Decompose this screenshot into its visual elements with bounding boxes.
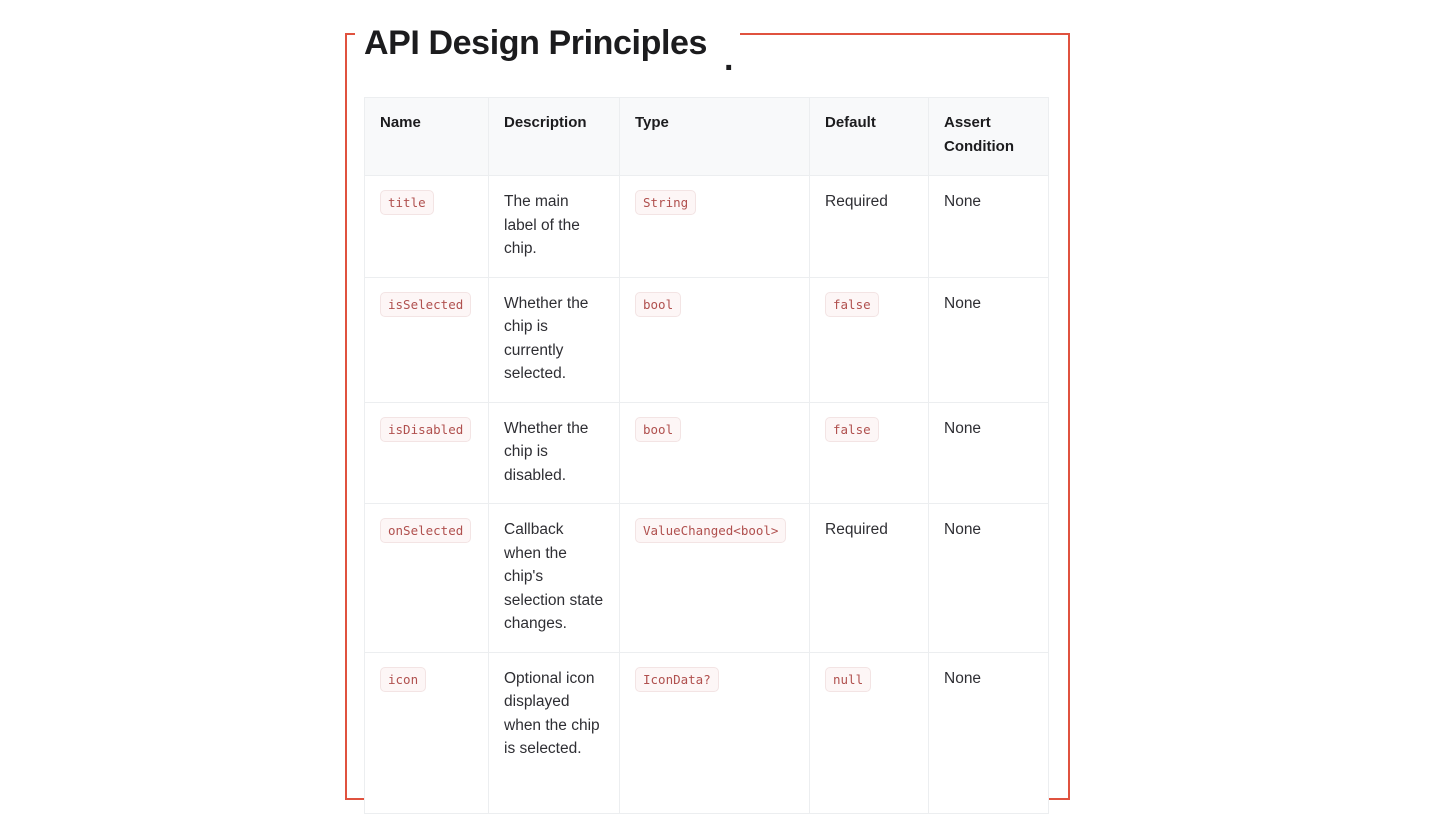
table-row: isDisabled Whether the chip is disabled. b… bbox=[364, 401, 1049, 504]
cell-default: false bbox=[809, 401, 929, 504]
cell-type-code-chip: bool bbox=[635, 291, 682, 317]
cell-description-text: Whether the chip is disabled. bbox=[504, 419, 589, 484]
cell-description-text: Optional icon displayed when the chip is… bbox=[504, 669, 600, 758]
cell-name: isDisabled bbox=[364, 401, 489, 504]
cell-type: IconData? bbox=[619, 651, 810, 814]
cell-assert-condition-text: None bbox=[944, 294, 982, 312]
cell-name: isSelected bbox=[364, 276, 489, 403]
cell-default: Required bbox=[809, 503, 929, 653]
cell-assert-condition-text: None bbox=[944, 193, 982, 210]
cell-default-code-chip: false bbox=[825, 291, 879, 317]
table-header-row: Name Description Type Default Assert Con… bbox=[364, 97, 1049, 176]
column-header-name[interactable]: Name bbox=[364, 97, 489, 176]
cell-type: ValueChanged<bool> bbox=[619, 503, 810, 653]
cell-description: Whether the chip is disabled. bbox=[488, 401, 620, 504]
cell-assert-condition: None bbox=[928, 175, 1049, 278]
cell-default-text: Required bbox=[825, 193, 888, 210]
column-header-assert-condition[interactable]: Assert Condition bbox=[928, 97, 1049, 176]
cell-default: Required bbox=[809, 175, 929, 278]
cell-assert-condition: None bbox=[928, 651, 1049, 814]
cell-description-text: The main label of the chip. bbox=[504, 193, 580, 257]
cell-type-code-chip: String bbox=[635, 190, 697, 215]
table-row: isSelected Whether the chip is currently … bbox=[364, 276, 1049, 403]
cell-description: Callback when the chip's selection state… bbox=[488, 503, 620, 653]
column-header-type[interactable]: Type bbox=[619, 97, 810, 176]
cell-assert-condition: None bbox=[928, 276, 1049, 403]
cell-name: onSelected bbox=[364, 503, 489, 653]
cell-assert-condition: None bbox=[928, 503, 1049, 653]
cell-name-code-chip: title bbox=[380, 190, 434, 215]
cell-type: bool bbox=[619, 276, 810, 403]
cell-description: The main label of the chip. bbox=[488, 175, 620, 278]
title-backdrop bbox=[355, 20, 740, 48]
cell-assert-condition: None bbox=[928, 401, 1049, 504]
cell-description-text: Callback when the chip's selection state… bbox=[504, 521, 604, 632]
cell-assert-condition-text: None bbox=[944, 419, 982, 437]
page-title: API Design Principles bbox=[364, 24, 708, 62]
title-trailing-dot: . bbox=[724, 40, 734, 78]
cell-assert-condition-text: None bbox=[944, 669, 982, 687]
cell-default: false bbox=[809, 276, 929, 403]
cell-type-code-chip: ValueChanged<bool> bbox=[635, 518, 787, 543]
cell-name-code-chip: onSelected bbox=[380, 518, 472, 543]
api-parameters-table: Name Description Type Default Assert Con… bbox=[364, 97, 1049, 814]
cell-type: String bbox=[619, 175, 810, 278]
cell-name: icon bbox=[364, 651, 489, 814]
cell-default-code-chip: null bbox=[825, 666, 872, 692]
cell-name-code-chip: isDisabled bbox=[380, 416, 472, 442]
cell-type: bool bbox=[619, 401, 810, 504]
cell-name-code-chip: icon bbox=[380, 666, 427, 692]
table-row: icon Optional icon displayed when the chi… bbox=[364, 651, 1049, 814]
cell-default-text: Required bbox=[825, 521, 888, 538]
cell-description: Whether the chip is currently selected. bbox=[488, 276, 620, 403]
cell-default: null bbox=[809, 651, 929, 814]
cell-name: title bbox=[364, 175, 489, 278]
table-row: onSelected Callback when the chip's selec… bbox=[364, 503, 1049, 653]
table-row: title The main label of the chip. String Re… bbox=[364, 175, 1049, 278]
cell-description: Optional icon displayed when the chip is… bbox=[488, 651, 620, 814]
cell-description-text: Whether the chip is currently selected. bbox=[504, 294, 589, 383]
column-header-description[interactable]: Description bbox=[488, 97, 620, 176]
column-header-default[interactable]: Default bbox=[809, 97, 929, 176]
cell-type-code-chip: bool bbox=[635, 416, 682, 442]
cell-assert-condition-text: None bbox=[944, 521, 982, 538]
cell-name-code-chip: isSelected bbox=[380, 291, 472, 317]
cell-type-code-chip: IconData? bbox=[635, 666, 719, 692]
cell-default-code-chip: false bbox=[825, 416, 879, 442]
